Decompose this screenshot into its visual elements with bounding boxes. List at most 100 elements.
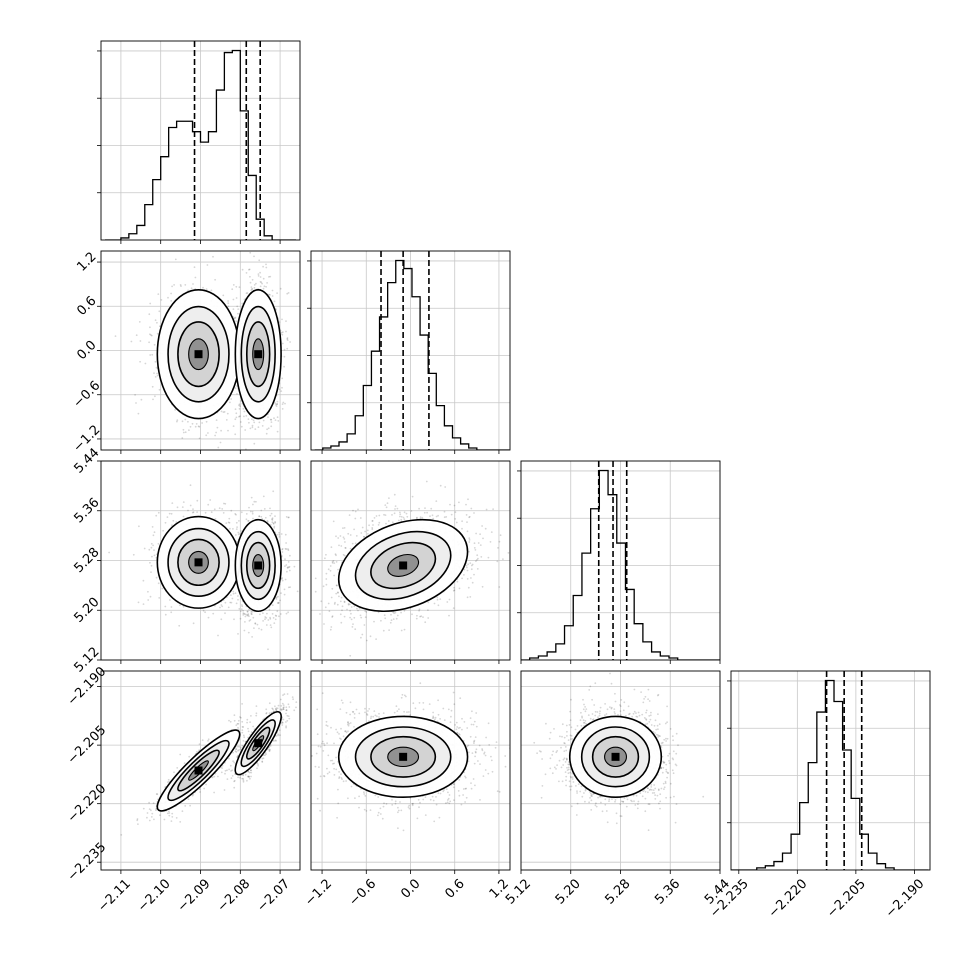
scatter-point: [233, 719, 236, 722]
scatter-point: [170, 512, 173, 515]
scatter-point: [191, 422, 194, 425]
scatter-point: [258, 421, 261, 424]
scatter-point: [287, 566, 290, 569]
scatter-point: [172, 519, 175, 522]
scatter-point: [269, 624, 272, 626]
scatter-point: [289, 554, 291, 557]
scatter-point: [182, 501, 185, 503]
scatter-point: [268, 293, 270, 296]
scatter-point: [214, 278, 217, 281]
scatter-point: [241, 302, 244, 305]
scatter-point: [274, 618, 277, 621]
scatter-point: [287, 292, 290, 294]
scatter-point: [174, 408, 177, 411]
scatter-point: [219, 606, 221, 609]
scatter-point: [277, 704, 280, 707]
scatter-point: [238, 749, 240, 751]
scatter-point: [268, 749, 271, 752]
scatter-point: [247, 730, 250, 733]
scatter-point: [281, 579, 284, 582]
scatter-point: [278, 615, 280, 618]
scatter-point: [199, 791, 201, 793]
scatter-point: [271, 613, 274, 615]
scatter-point: [266, 519, 269, 522]
scatter-point: [268, 750, 271, 752]
scatter-point: [271, 521, 274, 524]
scatter-point: [149, 354, 152, 356]
scatter-point: [154, 395, 156, 398]
scatter-point: [254, 622, 257, 624]
scatter-point: [276, 416, 279, 419]
scatter-point: [288, 706, 291, 708]
scatter-point: [251, 510, 254, 513]
scatter-point: [247, 520, 249, 522]
scatter-point: [261, 757, 264, 760]
scatter-point: [223, 411, 226, 413]
scatter-point: [236, 393, 238, 395]
scatter-point: [259, 276, 262, 278]
scatter-point: [250, 775, 252, 778]
scatter-point: [170, 611, 173, 614]
scatter-point: [265, 263, 267, 266]
scatter-point: [154, 319, 157, 322]
scatter-point: [246, 614, 249, 617]
scatter-point: [223, 789, 226, 791]
scatter-point: [283, 348, 286, 351]
scatter-point: [232, 528, 234, 530]
scatter-point: [155, 514, 158, 517]
scatter-point: [247, 775, 250, 778]
scatter-point: [136, 819, 139, 822]
scatter-point: [151, 555, 153, 558]
scatter-point: [179, 753, 182, 756]
scatter-point: [248, 268, 251, 271]
scatter-point: [176, 419, 179, 421]
scatter-point: [212, 612, 215, 615]
scatter-point: [284, 558, 286, 561]
scatter-point: [255, 500, 257, 503]
scatter-point: [291, 696, 294, 698]
scatter-point: [275, 404, 277, 406]
scatter-point: [245, 292, 248, 295]
scatter-point: [130, 340, 133, 343]
scatter-point: [237, 776, 240, 779]
scatter-point: [189, 804, 192, 807]
scatter-point: [251, 636, 254, 638]
scatter-point: [178, 624, 181, 627]
scatter-point: [289, 341, 291, 343]
scatter-point: [250, 771, 253, 774]
scatter-point: [157, 582, 160, 585]
scatter-point: [156, 321, 158, 324]
scatter-point: [275, 709, 278, 712]
scatter-point: [189, 484, 192, 487]
scatter-point: [232, 308, 235, 311]
scatter-point: [151, 385, 154, 388]
scatter-point: [280, 331, 283, 334]
scatter-point: [250, 613, 253, 616]
scatter-point: [276, 430, 279, 433]
scatter-point: [224, 601, 227, 604]
scatter-point: [242, 614, 245, 616]
scatter-point: [120, 834, 123, 836]
scatter-point: [274, 521, 276, 523]
scatter-point: [285, 709, 288, 712]
scatter-point: [135, 334, 138, 337]
panel-frame: [100, 460, 301, 661]
scatter-point: [152, 802, 155, 804]
scatter-point: [287, 611, 289, 614]
scatter-point: [278, 536, 281, 538]
scatter-point: [265, 753, 267, 756]
scatter-point: [270, 626, 273, 629]
scatter-point: [137, 601, 140, 604]
scatter-point: [269, 616, 271, 619]
scatter-point: [220, 618, 223, 621]
scatter-point: [151, 353, 154, 356]
scatter-point: [240, 716, 242, 719]
scatter-point: [282, 706, 285, 709]
scatter-point: [268, 748, 270, 751]
scatter-point: [260, 472, 262, 474]
scatter-point: [261, 425, 264, 427]
scatter-point: [168, 812, 171, 814]
scatter-point: [267, 619, 270, 621]
scatter-point: [211, 776, 214, 779]
scatter-point: [237, 533, 240, 536]
